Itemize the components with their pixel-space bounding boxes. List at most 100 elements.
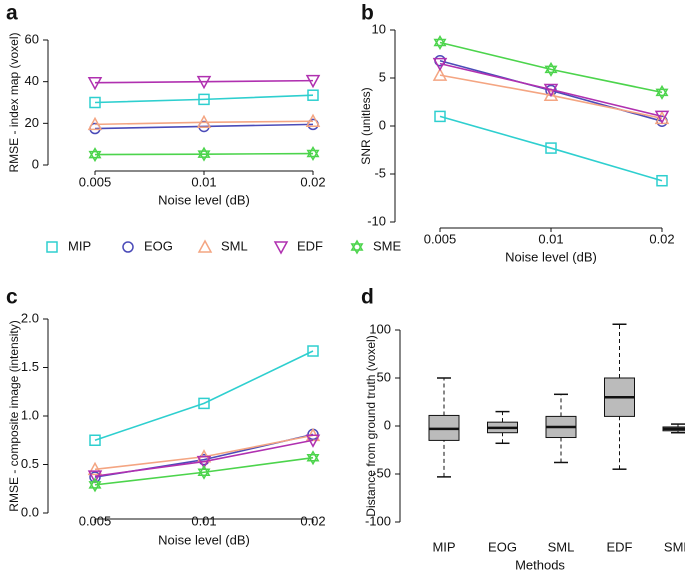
y-tick-label: 1.5: [21, 359, 39, 374]
marker: [306, 450, 320, 466]
x-tick-label: 0.005: [79, 513, 112, 528]
marker: [273, 241, 289, 255]
marker: [198, 93, 210, 106]
y-tick-label: 0.5: [21, 456, 39, 471]
x-tick-label: 0.005: [79, 174, 112, 189]
legend-label: MIP: [68, 238, 91, 253]
series-line: [94, 94, 314, 104]
y-tick-label: 2.0: [21, 310, 39, 325]
marker: [87, 470, 103, 484]
x-tick-label: 0.01: [191, 513, 216, 528]
y-tick-label: 5: [379, 69, 386, 84]
series-line: [439, 41, 663, 94]
y-tick-label: 40: [25, 73, 39, 88]
y-tick-label: 1.0: [21, 407, 39, 422]
y-tick-label: -10: [367, 213, 386, 228]
marker: [196, 455, 212, 470]
marker: [544, 61, 558, 77]
panel-label: a: [6, 2, 18, 25]
y-tick-label: 50: [377, 369, 391, 384]
marker: [89, 96, 101, 109]
y-axis-label: RMSE - index map (voxel): [7, 32, 21, 172]
y-tick-label: 0: [384, 417, 391, 432]
x-axis-label: Noise level (dB): [158, 532, 250, 547]
x-tick-label: EOG: [488, 539, 517, 554]
marker: [307, 89, 319, 101]
legend-label: SML: [221, 238, 248, 253]
series-line: [94, 456, 314, 486]
marker: [432, 57, 448, 72]
y-tick-label: 0: [379, 117, 386, 132]
y-tick-label: 0.0: [21, 504, 39, 519]
x-tick-label: 0.02: [300, 513, 325, 528]
y-tick-label: 20: [25, 115, 39, 130]
x-tick-label: SML: [548, 539, 575, 554]
marker: [433, 34, 447, 50]
x-tick-label: SME: [664, 539, 685, 554]
series-line: [94, 433, 314, 478]
marker: [543, 83, 559, 98]
marker: [654, 110, 670, 124]
series-line: [94, 152, 314, 156]
x-tick-label: 0.005: [424, 231, 457, 246]
x-tick-label: MIP: [432, 539, 455, 554]
series-line: [439, 62, 663, 118]
legend-label: SME: [373, 238, 402, 253]
series-line: [94, 439, 314, 477]
y-tick-label: -5: [374, 165, 386, 180]
marker: [543, 87, 559, 102]
marker: [655, 84, 669, 100]
marker: [88, 147, 102, 163]
panel-label: b: [361, 2, 374, 25]
x-axis-label: Noise level (dB): [158, 192, 250, 207]
legend-label: EOG: [144, 238, 173, 253]
marker: [305, 434, 321, 448]
y-tick-label: -50: [372, 465, 391, 480]
marker: [87, 461, 103, 476]
legend-label: EDF: [297, 238, 323, 253]
y-tick-label: 60: [25, 31, 39, 46]
x-axis-label: Noise level (dB): [505, 249, 597, 264]
marker: [434, 110, 446, 123]
panel-label: c: [6, 286, 18, 309]
marker: [307, 345, 319, 357]
marker: [350, 239, 364, 255]
series-line: [94, 350, 314, 442]
marker: [198, 397, 210, 410]
marker: [197, 146, 211, 162]
series-line: [94, 120, 314, 126]
y-axis-label: SNR (unitless): [359, 87, 373, 164]
marker: [88, 477, 102, 493]
y-axis-label: RMSE - composite image (intensity): [7, 320, 21, 511]
x-tick-label: EDF: [607, 539, 633, 554]
series-line: [439, 115, 663, 182]
marker: [306, 146, 320, 162]
marker: [46, 241, 58, 253]
marker: [305, 74, 321, 89]
series-line: [94, 79, 314, 84]
y-axis-label: Distance from ground truth (voxel): [364, 335, 378, 516]
x-tick-label: 0.02: [649, 231, 674, 246]
marker: [87, 116, 103, 131]
marker: [545, 142, 557, 154]
x-tick-label: 0.01: [191, 174, 216, 189]
marker: [122, 241, 134, 253]
marker: [656, 174, 668, 187]
x-tick-label: 0.01: [538, 231, 563, 246]
marker: [87, 76, 103, 91]
series-line: [94, 123, 314, 130]
y-tick-label: 100: [369, 321, 391, 336]
marker: [197, 239, 213, 253]
y-tick-label: -100: [365, 513, 391, 528]
y-tick-label: 0: [32, 156, 39, 171]
marker: [196, 114, 212, 129]
panel-label: d: [361, 286, 374, 309]
marker: [305, 113, 321, 127]
x-axis-label: Methods: [515, 557, 565, 572]
marker: [432, 67, 448, 81]
y-tick-label: 10: [372, 21, 386, 36]
marker: [196, 75, 212, 90]
marker: [197, 464, 211, 480]
marker: [89, 434, 101, 446]
